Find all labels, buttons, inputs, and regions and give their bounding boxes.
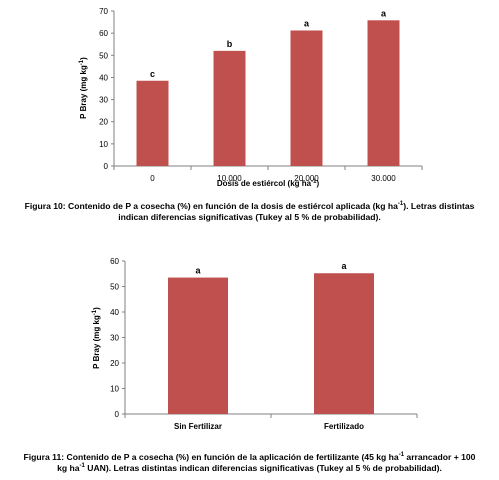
fig10-bar xyxy=(367,20,400,166)
figure-11-caption-line-2: kg ha-1 UAN). Letras distintas indican d… xyxy=(57,463,442,473)
fig11-bar xyxy=(168,277,228,414)
fig10-y-tick-label: 40 xyxy=(99,73,108,82)
fig11-y-tick-label: 40 xyxy=(110,308,119,317)
fig10-significance-letter: b xyxy=(227,39,233,49)
fig10-y-axis-title: P Bray (mg kg-1) xyxy=(79,57,88,119)
fig10-y-tick-label: 50 xyxy=(99,51,108,60)
fig10-y-tick-label: 30 xyxy=(99,96,108,105)
fig10-significance-letter: a xyxy=(381,8,387,18)
fig10-x-tick-label: 30.000 xyxy=(371,174,396,183)
fig11-x-tick-label: Fertilizado xyxy=(324,422,364,431)
chart-figure-10: 0 10 20 30 40 50 60 70 c 0 b 10.000 a 20.000 a 30.000 P … xyxy=(79,7,423,188)
fig10-y-tick-label: 60 xyxy=(99,29,108,38)
fig11-y-tick-label: 30 xyxy=(110,334,119,343)
fig10-y-tick-label: 10 xyxy=(99,140,108,149)
fig10-y-tick-label: 20 xyxy=(99,118,108,127)
chart-figure-11: 0 10 20 30 40 50 60 a Sin Fertilizar a Fertilizado… xyxy=(92,257,418,431)
fig11-x-tick-label: Sin Fertilizar xyxy=(174,422,222,431)
fig10-significance-letter: a xyxy=(304,18,310,28)
fig10-y-tick-label: 0 xyxy=(104,162,109,171)
fig10-bar xyxy=(290,30,323,166)
fig11-y-tick-label: 60 xyxy=(110,257,119,266)
figure-11-caption: Figura 11: Contenido de P a cosecha (%) … xyxy=(0,452,499,474)
fig11-y-tick-label: 10 xyxy=(110,385,119,394)
fig11-y-tick-label: 50 xyxy=(110,283,119,292)
fig10-significance-letter: c xyxy=(150,69,155,79)
fig10-x-tick-label: 20.000 xyxy=(294,174,319,183)
figure-10-caption-line-1: Figura 10: Contenido de P a cosecha (%) … xyxy=(24,201,475,211)
fig11-bar xyxy=(314,273,374,414)
fig11-significance-letter: a xyxy=(195,266,201,276)
fig11-significance-letter: a xyxy=(341,261,347,271)
fig10-bar xyxy=(213,50,246,166)
fig10-x-tick-label: 0 xyxy=(150,174,155,183)
figure-10-caption: Figura 10: Contenido de P a cosecha (%) … xyxy=(0,201,499,223)
figure-11-caption-line-1: Figura 11: Contenido de P a cosecha (%) … xyxy=(23,452,476,462)
figure-10-caption-line-2: indican diferencias significativas (Tuke… xyxy=(118,212,381,222)
fig10-y-tick-label: 70 xyxy=(99,7,108,16)
fig11-y-axis-title: P Bray (mg kg-1) xyxy=(92,307,101,369)
fig10-x-tick-label: 10.000 xyxy=(217,174,242,183)
fig10-x-axis-title: Dosis de estiércol (kg ha-1) xyxy=(217,179,320,188)
fig10-bar xyxy=(136,80,169,166)
fig11-y-tick-label: 0 xyxy=(115,410,120,419)
fig11-y-tick-label: 20 xyxy=(110,359,119,368)
